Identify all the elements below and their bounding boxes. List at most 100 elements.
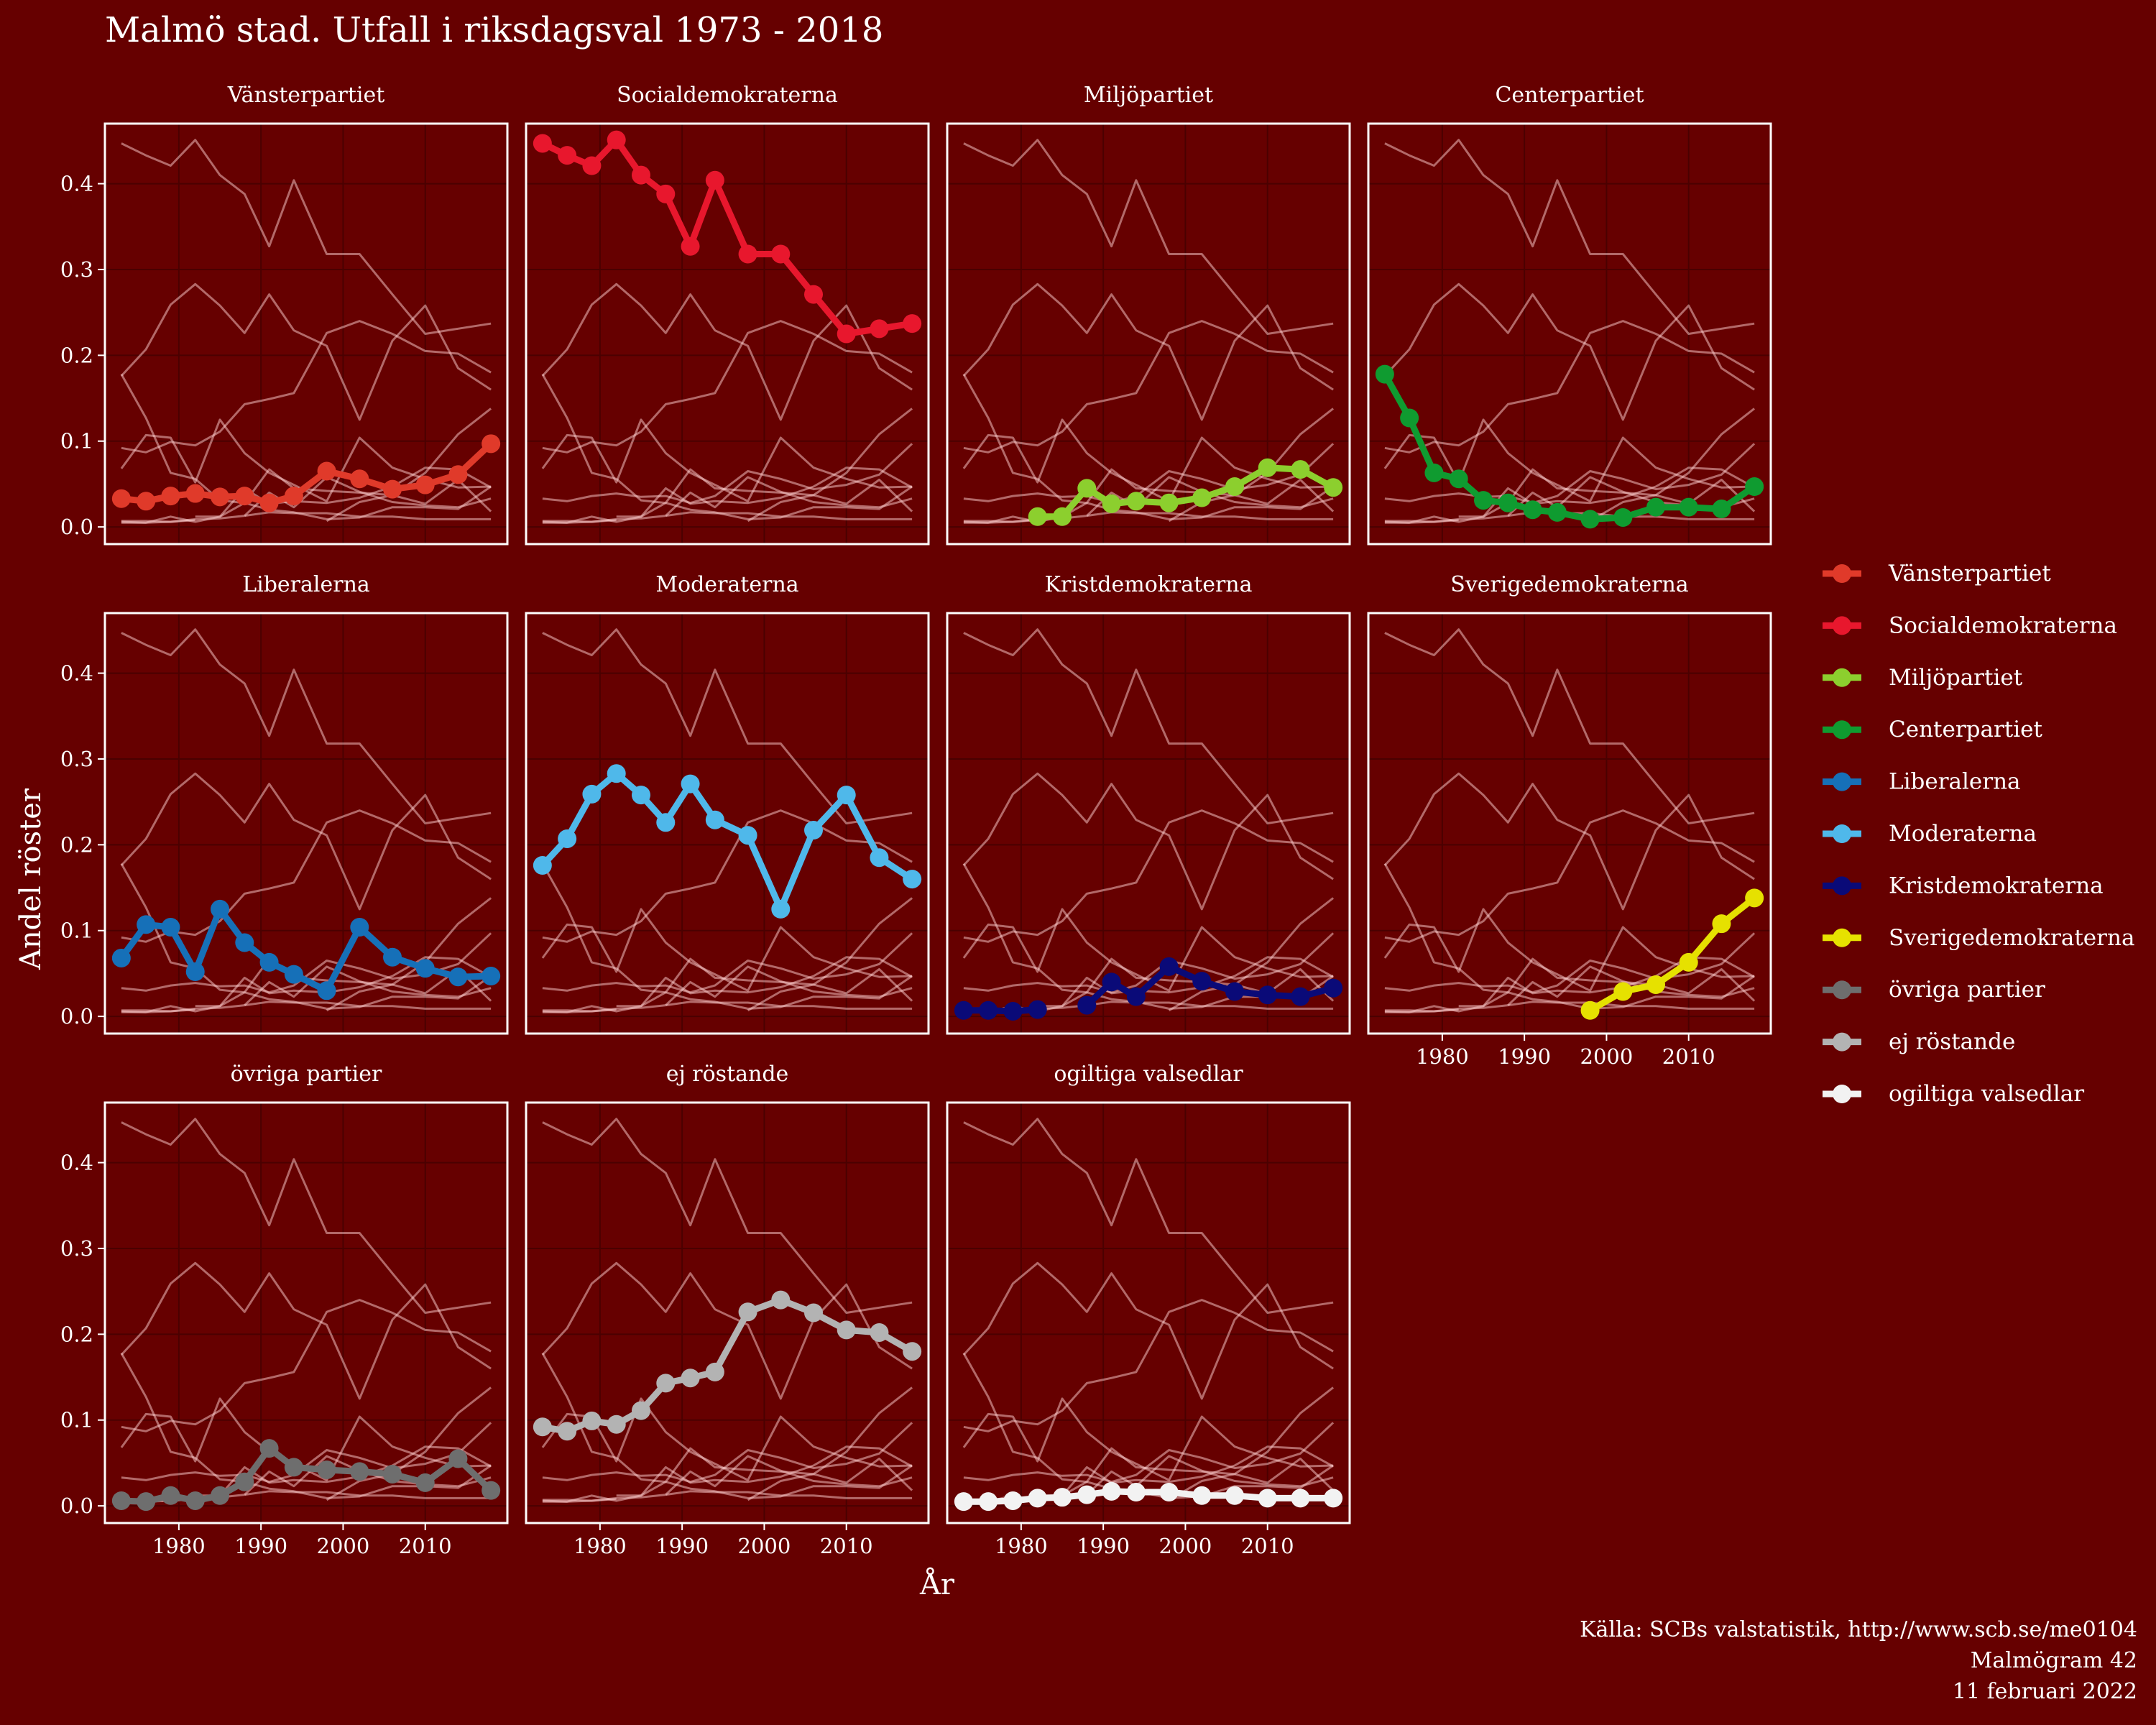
panel-border: [946, 612, 1351, 1035]
data-point-socialdemokraterna: [607, 130, 626, 150]
data-point-kristdemokraterna: [1126, 987, 1146, 1006]
data-point-centerpartiet: [1547, 502, 1567, 522]
background-line-moderaterna: [120, 772, 492, 911]
data-point-kristdemokraterna: [1192, 972, 1212, 991]
data-point-ovriga-partier: [448, 1449, 468, 1468]
data-point-ogiltiga-valsedlar: [1077, 1485, 1097, 1504]
caption-date: 11 februari 2022: [1953, 1679, 2137, 1704]
background-line-ovriga-partier: [542, 468, 913, 524]
background-line-miljopartiet: [616, 466, 913, 518]
y-tick-label: 0.4: [60, 172, 93, 196]
background-line-centerpartiet: [120, 373, 492, 520]
data-point-vansterpartiet: [161, 487, 180, 506]
facet-vansterpartiet: Vänsterpartiet 0.0 0.1 0.2 0.3 0.4: [60, 83, 509, 546]
data-point-moderaterna: [632, 786, 650, 805]
data-point-sverigedemokraterna: [1712, 914, 1731, 934]
data-point-vansterpartiet: [235, 487, 254, 506]
facet-title: övriga partier: [231, 1062, 382, 1087]
background-line-socialdemokraterna: [121, 628, 492, 824]
x-tick-label: 1990: [1498, 1044, 1551, 1069]
data-point-ej-rostande: [705, 1362, 724, 1381]
legend-marker-ej-rostande: [1833, 1032, 1851, 1052]
background-line-miljopartiet: [616, 1445, 913, 1497]
data-point-kristdemokraterna: [1258, 985, 1277, 1005]
data-point-ovriga-partier: [161, 1486, 180, 1505]
data-point-moderaterna: [771, 899, 791, 919]
data-point-moderaterna: [558, 829, 577, 848]
legend-marker-kristdemokraterna: [1833, 876, 1851, 896]
x-tick-label: 1990: [655, 1534, 709, 1558]
data-point-miljopartiet: [1258, 458, 1277, 477]
background-line-moderaterna: [962, 772, 1334, 911]
data-point-ovriga-partier: [211, 1486, 229, 1505]
y-tick-label: 0.4: [60, 661, 93, 686]
background-line-miljopartiet: [1458, 956, 1755, 1008]
data-point-vansterpartiet: [185, 484, 205, 503]
data-point-sverigedemokraterna: [1613, 982, 1633, 1001]
data-point-miljopartiet: [1291, 460, 1310, 479]
data-point-socialdemokraterna: [738, 244, 757, 264]
data-point-moderaterna: [738, 826, 757, 845]
data-point-moderaterna: [681, 774, 700, 794]
legend-marker-centerpartiet: [1833, 720, 1851, 740]
data-point-ogiltiga-valsedlar: [954, 1492, 973, 1512]
background-line-moderaterna: [541, 1261, 913, 1400]
background-line-ogiltiga-valsedlar: [542, 511, 913, 524]
x-tick-label: 2000: [317, 1534, 370, 1558]
legend-item-ogiltiga-valsedlar: ogiltiga valsedlar: [1823, 1081, 2084, 1107]
background-line-ej-rostande: [121, 1299, 492, 1432]
data-point-ej-rostande: [681, 1368, 700, 1388]
data-point-ovriga-partier: [350, 1462, 369, 1481]
x-tick-label: 2000: [1159, 1534, 1212, 1558]
data-point-kristdemokraterna: [1159, 957, 1179, 976]
data-point-moderaterna: [705, 810, 724, 829]
background-line-sverigedemokraterna: [747, 408, 913, 523]
background-line-miljopartiet: [1458, 466, 1755, 518]
data-point-liberalerna: [259, 952, 279, 972]
background-line-ej-rostande: [963, 1299, 1334, 1432]
data-point-liberalerna: [161, 917, 180, 937]
background-line-ogiltiga-valsedlar: [121, 511, 492, 524]
background-line-ej-rostande: [542, 809, 913, 943]
legend-item-moderaterna: Moderaterna: [1823, 821, 2037, 847]
facet-liberalerna: Liberalerna 0.0 0.1 0.2 0.3 0.4: [60, 572, 509, 1035]
legend: Vänsterpartiet Socialdemokraterna Miljöpar…: [1823, 561, 2134, 1107]
data-point-ej-rostande: [558, 1422, 577, 1441]
background-line-ej-rostande: [963, 320, 1334, 454]
data-point-moderaterna: [533, 856, 552, 875]
background-line-moderaterna: [120, 1261, 492, 1400]
data-point-sverigedemokraterna: [1580, 1000, 1600, 1020]
x-tick-label: 1980: [1416, 1044, 1469, 1069]
legend-item-sverigedemokraterna: Sverigedemokraterna: [1823, 925, 2134, 951]
data-point-miljopartiet: [1053, 507, 1072, 526]
facet-miljopartiet: Miljöpartiet: [946, 83, 1351, 546]
facet-title: ogiltiga valsedlar: [1054, 1062, 1243, 1087]
data-point-socialdemokraterna: [656, 184, 676, 203]
data-point-miljopartiet: [1192, 488, 1212, 507]
data-point-kristdemokraterna: [1291, 987, 1310, 1006]
data-point-ovriga-partier: [383, 1464, 402, 1484]
data-point-vansterpartiet: [259, 493, 279, 512]
data-point-centerpartiet: [1613, 507, 1633, 527]
data-point-miljopartiet: [1028, 507, 1047, 526]
facet-title: Sverigedemokraterna: [1450, 572, 1688, 597]
facet-title: Kristdemokraterna: [1044, 572, 1252, 597]
data-point-ej-rostande: [738, 1302, 757, 1322]
data-point-centerpartiet: [1375, 364, 1394, 384]
background-line-moderaterna: [1383, 772, 1755, 911]
background-line-socialdemokraterna: [963, 1118, 1334, 1314]
data-point-ogiltiga-valsedlar: [1053, 1488, 1072, 1507]
facet-moderaterna: Moderaterna: [525, 572, 930, 1035]
background-line-sverigedemokraterna: [747, 897, 913, 1012]
facet-title: Liberalerna: [242, 572, 370, 597]
background-line-ej-rostande: [1384, 320, 1755, 454]
x-tick-label: 2010: [1662, 1044, 1715, 1069]
legend-label: ogiltiga valsedlar: [1889, 1081, 2084, 1107]
data-point-vansterpartiet: [415, 475, 435, 494]
data-point-ogiltiga-valsedlar: [1324, 1489, 1343, 1508]
panel-border: [1367, 122, 1772, 546]
data-point-centerpartiet: [1679, 497, 1698, 517]
y-tick-label: 0.1: [60, 919, 93, 943]
background-line-socialdemokraterna: [542, 1118, 913, 1314]
legend-marker-sverigedemokraterna: [1833, 928, 1851, 947]
